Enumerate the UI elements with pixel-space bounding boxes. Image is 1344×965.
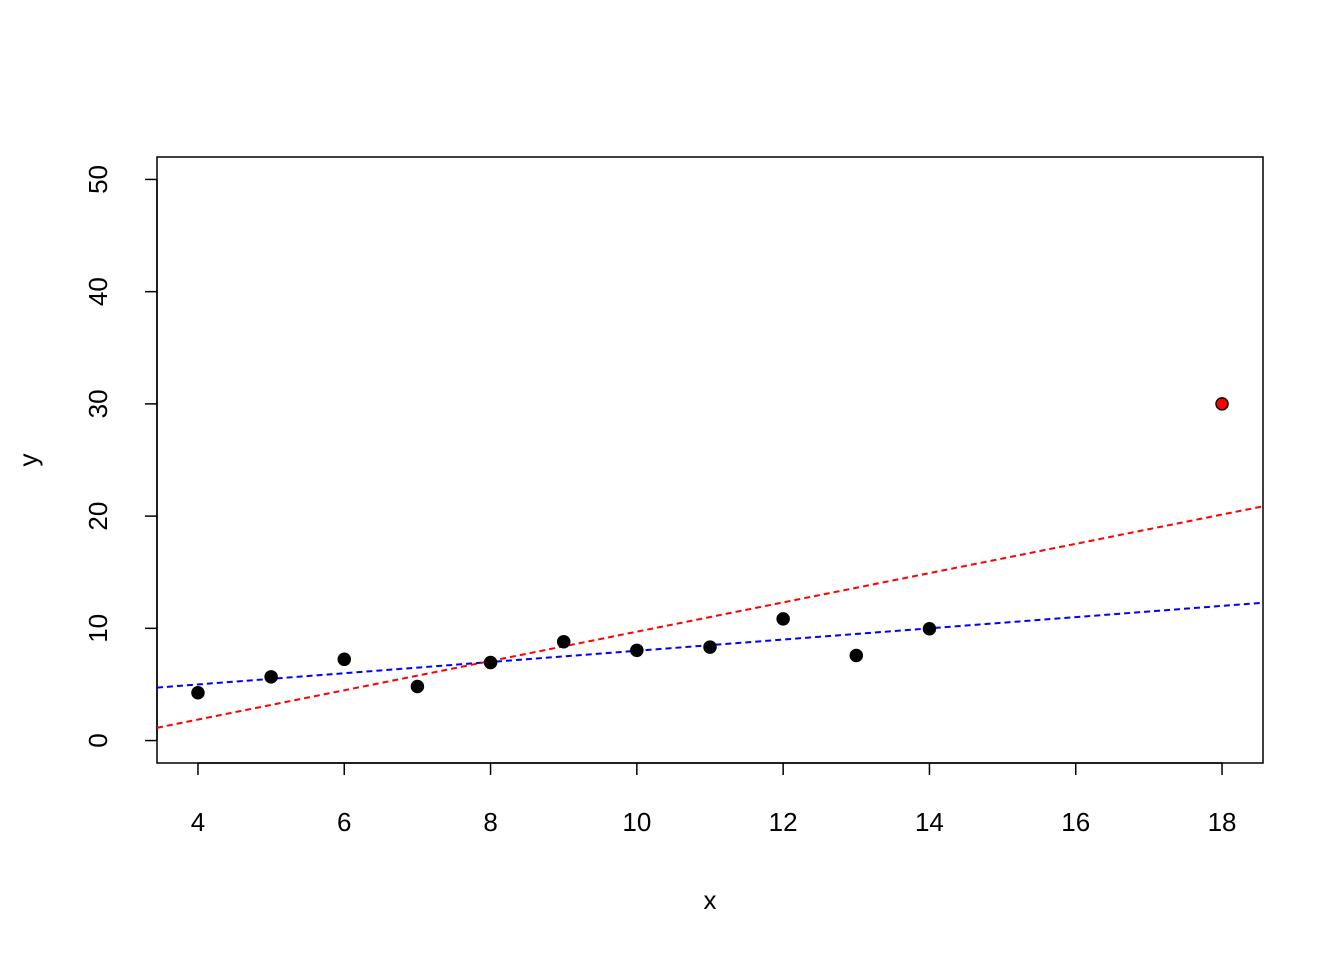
x-tick-label: 4	[191, 807, 205, 837]
point	[630, 643, 644, 658]
x-axis-label: x	[704, 885, 717, 915]
point	[556, 634, 571, 649]
point	[703, 640, 717, 654]
x-tick-label: 6	[337, 807, 351, 837]
point	[1215, 397, 1229, 411]
x-tick-label: 16	[1061, 807, 1090, 837]
point	[264, 670, 278, 684]
y-tick-label: 50	[83, 165, 113, 194]
fit-lines	[157, 505, 1263, 729]
x-tick-label: 14	[915, 807, 944, 837]
x-tick-label: 18	[1208, 807, 1237, 837]
y-tick-label: 30	[83, 389, 113, 418]
x-tick-label: 12	[769, 807, 798, 837]
y-tick-label: 0	[83, 733, 113, 747]
x-tick-label: 10	[622, 807, 651, 837]
y-tick-label: 10	[83, 614, 113, 643]
point	[922, 622, 937, 636]
x-tick-label: 8	[483, 807, 497, 837]
plot-box	[156, 156, 1264, 764]
point	[849, 648, 864, 663]
fit-line	[157, 505, 1263, 729]
point	[410, 679, 425, 694]
point	[191, 685, 205, 700]
point	[776, 612, 790, 626]
y-tick-label: 40	[83, 277, 113, 306]
y-tick-label: 20	[83, 502, 113, 531]
y-axis-label: y	[13, 454, 43, 467]
point	[337, 652, 352, 667]
point	[483, 655, 498, 670]
